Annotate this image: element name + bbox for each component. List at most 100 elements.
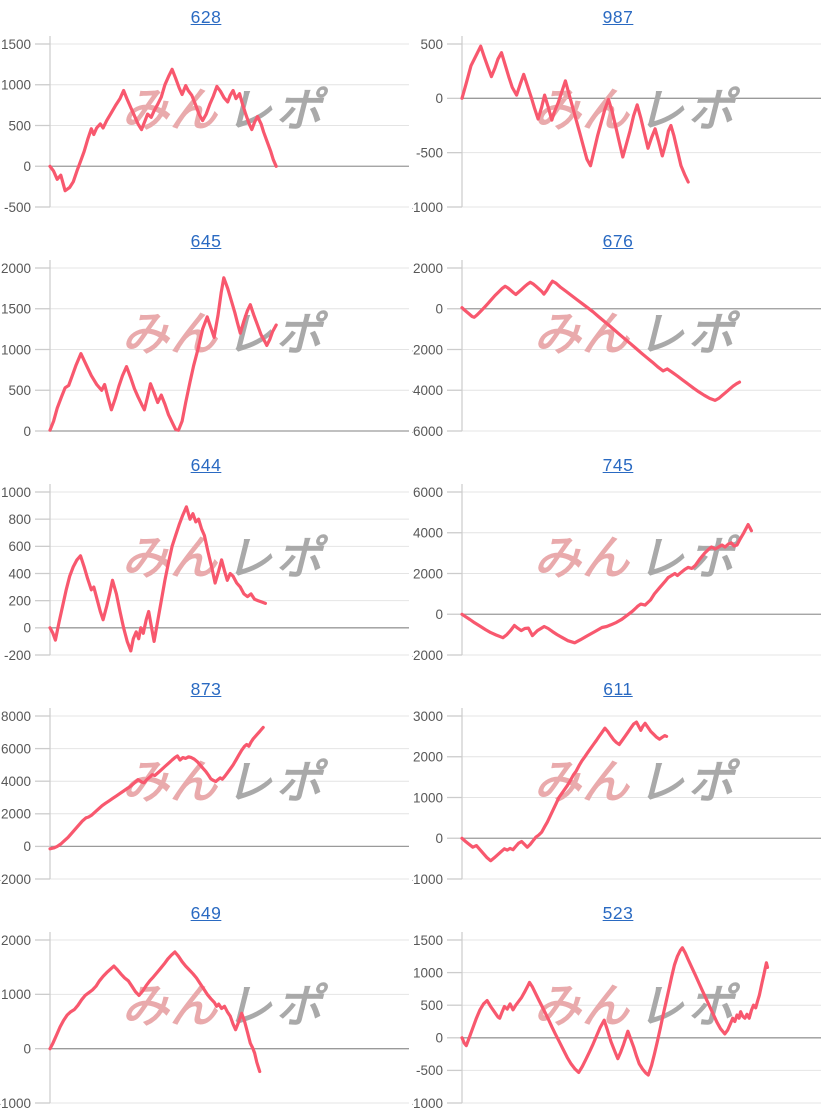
chart-line-series [48, 276, 278, 432]
chart-axes: 8000 6000 4000 2000 0 -2000 [0, 708, 409, 887]
svg-text:2000: 2000 [1, 933, 31, 948]
svg-text:8000: 8000 [1, 709, 31, 724]
svg-text:0: 0 [23, 839, 31, 854]
chart-title-link[interactable]: 644 [190, 455, 222, 475]
svg-text:0: 0 [23, 159, 31, 174]
chart-title: 745 [412, 455, 824, 476]
svg-text:-4000: -4000 [412, 383, 443, 398]
svg-text:-1000: -1000 [412, 872, 443, 887]
svg-text:-2000: -2000 [412, 648, 443, 663]
svg-text:3000: 3000 [413, 709, 443, 724]
svg-text:-500: -500 [416, 145, 443, 160]
svg-text:400: 400 [8, 566, 31, 581]
chart-title: 611 [412, 679, 824, 700]
svg-text:-500: -500 [416, 1063, 443, 1078]
svg-text:-6000: -6000 [412, 424, 443, 439]
chart-title-link[interactable]: 873 [190, 679, 222, 699]
svg-text:2000: 2000 [413, 566, 443, 581]
chart-axes: 6000 4000 2000 0 -2000 [412, 484, 821, 663]
svg-text:-1000: -1000 [0, 1096, 31, 1111]
chart-title-link[interactable]: 611 [603, 679, 633, 699]
chart-title-link[interactable]: 645 [190, 231, 222, 251]
chart-title-link[interactable]: 628 [190, 7, 222, 27]
chart-title-link[interactable]: 745 [602, 455, 634, 475]
chart-axes: 1500 1000 500 0 -500 -1000 [412, 932, 821, 1111]
chart-line-series [48, 725, 265, 851]
chart-cell: 644 1000 800 600 400 200 0 -200 みん レポ [0, 448, 412, 672]
svg-text:-1000: -1000 [412, 200, 443, 215]
svg-text:6000: 6000 [413, 485, 443, 500]
svg-text:1000: 1000 [1, 987, 31, 1002]
svg-text:1000: 1000 [1, 78, 31, 93]
chart-title: 873 [0, 679, 412, 700]
chart-line-series [460, 44, 690, 184]
svg-text:-2000: -2000 [0, 872, 31, 887]
svg-text:4000: 4000 [413, 526, 443, 541]
chart-title: 649 [0, 903, 412, 924]
svg-text:0: 0 [435, 1031, 443, 1046]
svg-text:1500: 1500 [1, 37, 31, 52]
svg-text:1500: 1500 [1, 302, 31, 317]
svg-text:1000: 1000 [413, 790, 443, 805]
chart-line-series [48, 505, 267, 653]
svg-text:0: 0 [23, 424, 31, 439]
svg-text:0: 0 [435, 91, 443, 106]
svg-text:2000: 2000 [1, 261, 31, 276]
chart-line-series [48, 950, 262, 1074]
svg-text:200: 200 [8, 593, 31, 608]
chart-line-series [460, 946, 770, 1077]
chart-title: 644 [0, 455, 412, 476]
svg-text:1000: 1000 [413, 965, 443, 980]
svg-text:800: 800 [8, 512, 31, 527]
svg-text:500: 500 [420, 998, 443, 1013]
chart-title: 645 [0, 231, 412, 252]
chart-title: 676 [412, 231, 824, 252]
chart-line-series [48, 67, 278, 193]
chart-title-link[interactable]: 523 [602, 903, 634, 923]
svg-text:2000: 2000 [413, 750, 443, 765]
chart-title: 987 [412, 7, 824, 28]
svg-text:0: 0 [23, 1041, 31, 1056]
svg-text:-2000: -2000 [412, 342, 443, 357]
chart-cell: 645 2000 1500 1000 500 0 みん レポ [0, 224, 412, 448]
svg-text:2000: 2000 [1, 807, 31, 822]
chart-axes: 2000 0 -2000 -4000 -6000 [412, 260, 821, 439]
chart-axes: 2000 1000 0 -1000 [0, 932, 409, 1111]
svg-text:-1000: -1000 [412, 1096, 443, 1111]
svg-text:2000: 2000 [413, 261, 443, 276]
svg-text:500: 500 [8, 383, 31, 398]
chart-title: 523 [412, 903, 824, 924]
svg-text:600: 600 [8, 539, 31, 554]
svg-text:-200: -200 [4, 648, 31, 663]
chart-title-link[interactable]: 676 [602, 231, 634, 251]
chart-axes: 3000 2000 1000 0 -1000 [412, 708, 821, 887]
chart-cell: 628 1500 1000 500 0 -500 みん レポ [0, 0, 412, 224]
svg-text:6000: 6000 [1, 741, 31, 756]
svg-text:500: 500 [8, 118, 31, 133]
chart-line-series [460, 522, 753, 645]
svg-text:-500: -500 [4, 200, 31, 215]
chart-line-series [460, 279, 742, 402]
svg-text:0: 0 [435, 607, 443, 622]
svg-text:0: 0 [435, 302, 443, 317]
svg-text:1000: 1000 [1, 485, 31, 500]
chart-axes: 500 0 -500 -1000 [412, 36, 821, 215]
svg-text:0: 0 [435, 831, 443, 846]
chart-axes: 2000 1500 1000 500 0 [1, 260, 409, 439]
chart-title-link[interactable]: 987 [602, 7, 634, 27]
svg-text:4000: 4000 [1, 774, 31, 789]
chart-title: 628 [0, 7, 412, 28]
chart-axes: 1500 1000 500 0 -500 [1, 36, 409, 215]
svg-text:0: 0 [23, 621, 31, 636]
svg-text:1500: 1500 [413, 933, 443, 948]
chart-title-link[interactable]: 649 [190, 903, 222, 923]
